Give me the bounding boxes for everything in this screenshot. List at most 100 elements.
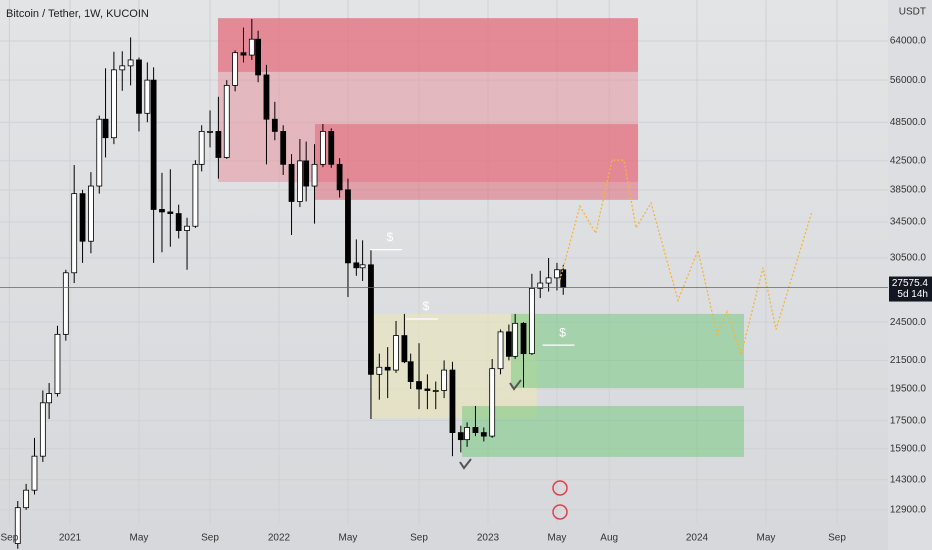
y-tick-label: 12900.0: [890, 505, 927, 516]
candle-body: [554, 269, 560, 279]
x-tick-label: May: [130, 533, 149, 544]
candle-body: [505, 331, 512, 357]
candle-body: [102, 118, 109, 139]
candle-body: [393, 335, 399, 371]
y-tick-label: 56000.0: [890, 75, 927, 86]
x-tick-label: 2021: [59, 533, 82, 544]
candle-body: [528, 287, 535, 355]
x-tick-label: Sep: [1, 533, 19, 544]
candle-body: [223, 85, 230, 158]
axis-labels: 64000.0 56000.0 48500.0 42500.0 38500.0 34500…: [1, 36, 927, 544]
candle-body: [54, 333, 61, 394]
y-tick-label: 30500.0: [890, 253, 927, 264]
candle-body: [271, 118, 278, 132]
candle-body: [255, 38, 262, 76]
y-tick-label: 34500.0: [890, 217, 927, 228]
projection-line: [559, 159, 813, 358]
candle-body: [512, 322, 519, 357]
candle-body: [198, 131, 205, 165]
candle-body: [96, 118, 103, 187]
candle-body: [110, 69, 117, 139]
zone: [462, 405, 745, 457]
candle-body: [336, 163, 343, 191]
x-tick-label: Sep: [410, 533, 428, 544]
candle-body: [62, 272, 69, 335]
x-tick-label: 2023: [477, 533, 500, 544]
candle-body: [167, 211, 174, 214]
candle-body: [432, 390, 439, 392]
candle-body: [192, 163, 199, 227]
candle-body: [159, 209, 165, 213]
candle-body: [472, 427, 479, 434]
y-tick-label: 42500.0: [890, 156, 927, 167]
x-tick-label: Aug: [600, 533, 618, 544]
candle-body: [240, 52, 247, 56]
check-icon: [509, 379, 522, 391]
countdown: 5d 14h: [897, 289, 928, 300]
candle-body: [303, 160, 310, 187]
candle-body: [480, 432, 487, 437]
candle-body: [384, 366, 391, 371]
zone: [510, 313, 745, 388]
candle-body: [39, 402, 46, 457]
event-icon: [552, 480, 568, 496]
candle-body: [127, 59, 134, 67]
candle-body: [23, 489, 30, 509]
zone: [217, 18, 639, 72]
y-tick-label: 19500.0: [890, 384, 927, 395]
y-tick-label: 48500.0: [890, 117, 927, 128]
candle-body: [280, 131, 287, 165]
candle-body: [119, 65, 126, 71]
candle-body: [407, 361, 414, 382]
candle-body: [457, 432, 464, 441]
event-icon: [552, 504, 568, 520]
candle-body: [215, 131, 222, 158]
candle-body: [368, 264, 374, 375]
y-tick-label: 38500.0: [890, 184, 927, 195]
marker-label: $: [559, 325, 566, 339]
candle-body: [489, 368, 496, 437]
x-tick-label: May: [756, 533, 775, 544]
last-price-label: 27575.4: [892, 278, 929, 289]
candle-body: [416, 381, 422, 390]
candle-body: [232, 52, 239, 86]
candle-body: [520, 322, 527, 355]
candle-body: [263, 74, 270, 120]
candle-body: [184, 225, 190, 231]
chart-title: Bitcoin / Tether, 1W, KUCOIN: [6, 8, 149, 20]
candle-body: [545, 277, 552, 284]
candle-body: [376, 366, 383, 375]
candle-body: [31, 455, 38, 491]
candle-body: [449, 369, 456, 434]
candle-body: [14, 507, 21, 544]
x-tick-label: 2022: [268, 533, 291, 544]
candle-body: [424, 388, 431, 391]
candle-body: [464, 427, 470, 441]
candle-body: [144, 79, 151, 114]
x-tick-label: May: [548, 533, 567, 544]
candle-body: [328, 131, 335, 165]
candle-body: [497, 331, 504, 370]
marker-label: $: [423, 299, 430, 313]
candle-body: [537, 282, 544, 289]
zone: [217, 18, 639, 182]
candle-body: [359, 264, 366, 269]
candle-body: [248, 38, 255, 56]
y-tick-label: 24500.0: [890, 317, 927, 328]
overlays: $ $ $: [0, 159, 888, 358]
candle-body: [88, 185, 94, 242]
candle-body: [311, 163, 318, 187]
candle-body: [79, 193, 86, 242]
y-tick-label: 15900.0: [890, 443, 927, 454]
candle-body: [175, 213, 182, 231]
y-unit: USDT: [899, 7, 926, 18]
y-tick-label: 17500.0: [890, 415, 927, 426]
x-tick-label: Sep: [828, 533, 846, 544]
candle-body: [207, 131, 213, 133]
x-tick-label: May: [339, 533, 358, 544]
y-tick-label: 21500.0: [890, 355, 927, 366]
candle-body: [71, 193, 78, 274]
candle-body: [46, 393, 53, 404]
